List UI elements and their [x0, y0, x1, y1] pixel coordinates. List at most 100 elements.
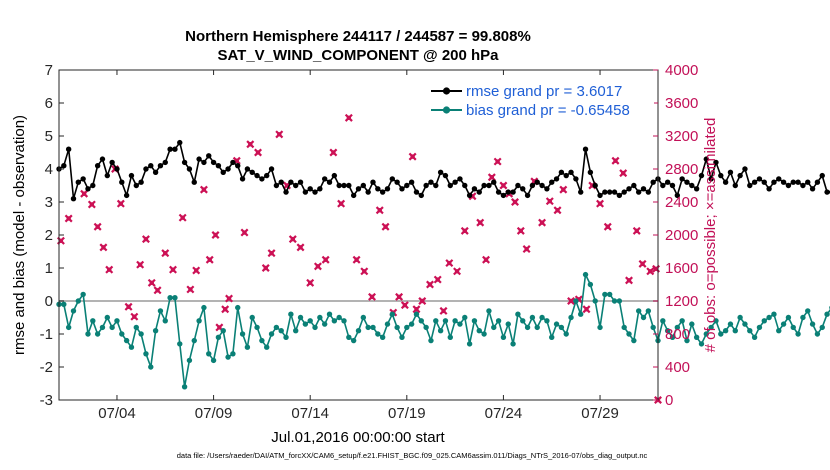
obs-dot — [410, 154, 415, 159]
rmse-point — [85, 186, 91, 192]
x-tick-label: 07/09 — [195, 405, 233, 422]
obs-count-point — [306, 278, 315, 287]
rmse-point — [268, 166, 275, 172]
obs-count-point — [87, 200, 96, 209]
bias-point — [268, 331, 275, 337]
y-right-tick-label: 1200 — [665, 293, 698, 310]
y-left-tick-label: -2 — [40, 359, 53, 376]
bias-point — [336, 314, 342, 321]
bias-point — [578, 311, 584, 317]
rmse-point — [394, 179, 400, 185]
rmse-point — [539, 182, 545, 189]
rmse-point — [278, 179, 284, 185]
bias-point — [264, 344, 270, 350]
rmse-point — [128, 172, 135, 179]
obs-dot — [298, 245, 303, 250]
obs-dot — [478, 220, 483, 225]
obs-dot — [255, 150, 261, 155]
obs-count-point — [161, 249, 170, 258]
obs-count-point — [638, 259, 647, 268]
rmse-point — [534, 179, 540, 185]
bias-point — [809, 321, 816, 327]
rmse-point — [805, 179, 811, 185]
obs-dot — [483, 257, 489, 262]
rmse-point — [355, 186, 362, 192]
obs-dot — [512, 199, 518, 205]
obs-dot — [118, 201, 124, 206]
obs-dot — [621, 170, 626, 176]
obs-count-point — [493, 157, 502, 166]
rmse-point — [824, 189, 830, 195]
y-right-tick-label: 3600 — [665, 95, 698, 112]
obs-count-point — [178, 213, 187, 222]
bias-point — [650, 324, 656, 331]
rmse-point — [679, 176, 685, 182]
rmse-point — [505, 189, 511, 195]
obs-count-point — [211, 231, 220, 239]
obs-dot — [269, 250, 274, 256]
obs-count-point — [105, 265, 114, 274]
bias-point — [732, 328, 738, 334]
bias-point — [433, 318, 439, 324]
rmse-point — [452, 179, 458, 185]
obs-count-point — [487, 173, 496, 182]
bias-point — [297, 314, 304, 321]
rmse-point — [336, 182, 342, 189]
obs-count-point — [619, 169, 628, 178]
chart-title: Northern Hemisphere 244117 / 244587 = 99… — [185, 28, 531, 45]
bias-point — [776, 328, 782, 334]
rmse-point — [529, 182, 536, 189]
bias-point — [751, 334, 758, 340]
bias-point — [500, 334, 507, 340]
obs-count-point — [130, 312, 139, 321]
rmse-point — [698, 172, 705, 179]
plot-area — [59, 70, 658, 400]
rmse-point — [780, 179, 787, 185]
rmse-point — [114, 166, 120, 172]
obs-dot — [277, 132, 282, 137]
bias-point — [172, 295, 178, 301]
obs-dot — [242, 230, 247, 235]
rmse-point — [660, 182, 666, 189]
obs-dot — [132, 314, 137, 319]
obs-count-point — [553, 206, 562, 215]
obs-dot — [547, 198, 552, 204]
bias-point — [510, 341, 516, 347]
legend-bias-label: bias grand pr = -0.65458 — [466, 102, 630, 119]
rmse-point — [80, 176, 86, 182]
bias-point — [674, 324, 681, 331]
rmse-point — [423, 182, 429, 189]
obs-dot — [377, 208, 382, 213]
bias-point — [645, 308, 652, 314]
rmse-point — [650, 179, 656, 185]
rmse-point — [814, 179, 821, 185]
bias-point — [346, 334, 352, 340]
bias-point — [220, 328, 226, 334]
bias-point — [244, 344, 251, 350]
obs-dot — [640, 261, 645, 267]
rmse-point — [119, 179, 125, 185]
bias-point — [805, 308, 811, 314]
bias-point — [143, 351, 149, 357]
obs-dot — [427, 282, 433, 287]
bias-point — [631, 337, 637, 344]
obs-count-point — [400, 301, 409, 310]
obs-count-point — [625, 276, 633, 285]
rmse-point — [196, 156, 202, 162]
obs-dot — [362, 269, 367, 274]
bias-point — [553, 321, 560, 327]
rmse-point — [321, 176, 328, 182]
rmse-point — [210, 159, 217, 166]
bias-point — [61, 301, 67, 307]
obs-count-point — [582, 305, 591, 314]
obs-count-point — [559, 185, 568, 194]
bias-point — [177, 341, 183, 347]
obs-dot — [149, 280, 154, 286]
rmse-point — [90, 182, 96, 189]
obs-count-point — [567, 297, 576, 305]
bias-point — [119, 331, 125, 337]
obs-dot — [605, 224, 610, 229]
obs-count-point — [499, 181, 508, 190]
bias-point — [379, 334, 386, 340]
